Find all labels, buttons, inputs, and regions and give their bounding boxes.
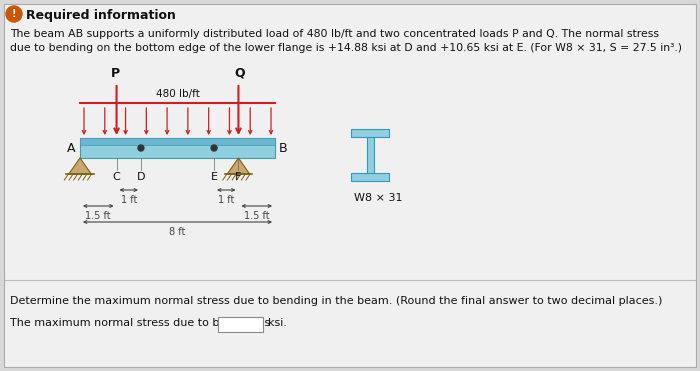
Text: C: C (113, 172, 120, 182)
Polygon shape (228, 158, 250, 174)
FancyBboxPatch shape (4, 4, 696, 367)
Bar (351, 129, 389, 137)
Circle shape (211, 145, 217, 151)
Text: P: P (111, 67, 120, 80)
Text: The beam AB supports a uniformly distributed load of 480 lb/ft and two concentra: The beam AB supports a uniformly distrib… (10, 29, 659, 39)
Text: !: ! (12, 9, 16, 19)
Bar (367, 137, 374, 173)
Text: Q: Q (234, 67, 245, 80)
Text: B: B (279, 141, 288, 154)
Text: 1 ft: 1 ft (120, 195, 137, 205)
Text: 8 ft: 8 ft (169, 227, 186, 237)
Bar (351, 173, 389, 181)
Text: ksi.: ksi. (268, 318, 287, 328)
Bar (80, 138, 275, 145)
Text: E: E (211, 172, 218, 182)
Text: 1.5 ft: 1.5 ft (244, 211, 270, 221)
Text: D: D (136, 172, 145, 182)
Text: 1.5 ft: 1.5 ft (85, 211, 111, 221)
Bar (80, 138, 275, 158)
Text: 480 lb/ft: 480 lb/ft (155, 89, 200, 99)
Text: 1 ft: 1 ft (218, 195, 235, 205)
Text: Required information: Required information (26, 9, 176, 22)
Text: The maximum normal stress due to bending is: The maximum normal stress due to bending… (10, 318, 270, 328)
Text: W8 × 31: W8 × 31 (354, 193, 402, 203)
Text: F: F (235, 172, 241, 182)
Circle shape (138, 145, 144, 151)
Text: A: A (66, 141, 75, 154)
Circle shape (6, 6, 22, 22)
Polygon shape (69, 158, 91, 174)
Text: Determine the maximum normal stress due to bending in the beam. (Round the final: Determine the maximum normal stress due … (10, 296, 662, 306)
Text: due to bending on the bottom edge of the lower flange is +14.88 ksi at ⁠D⁠ and +: due to bending on the bottom edge of the… (10, 43, 682, 53)
Bar (218, 317, 263, 332)
